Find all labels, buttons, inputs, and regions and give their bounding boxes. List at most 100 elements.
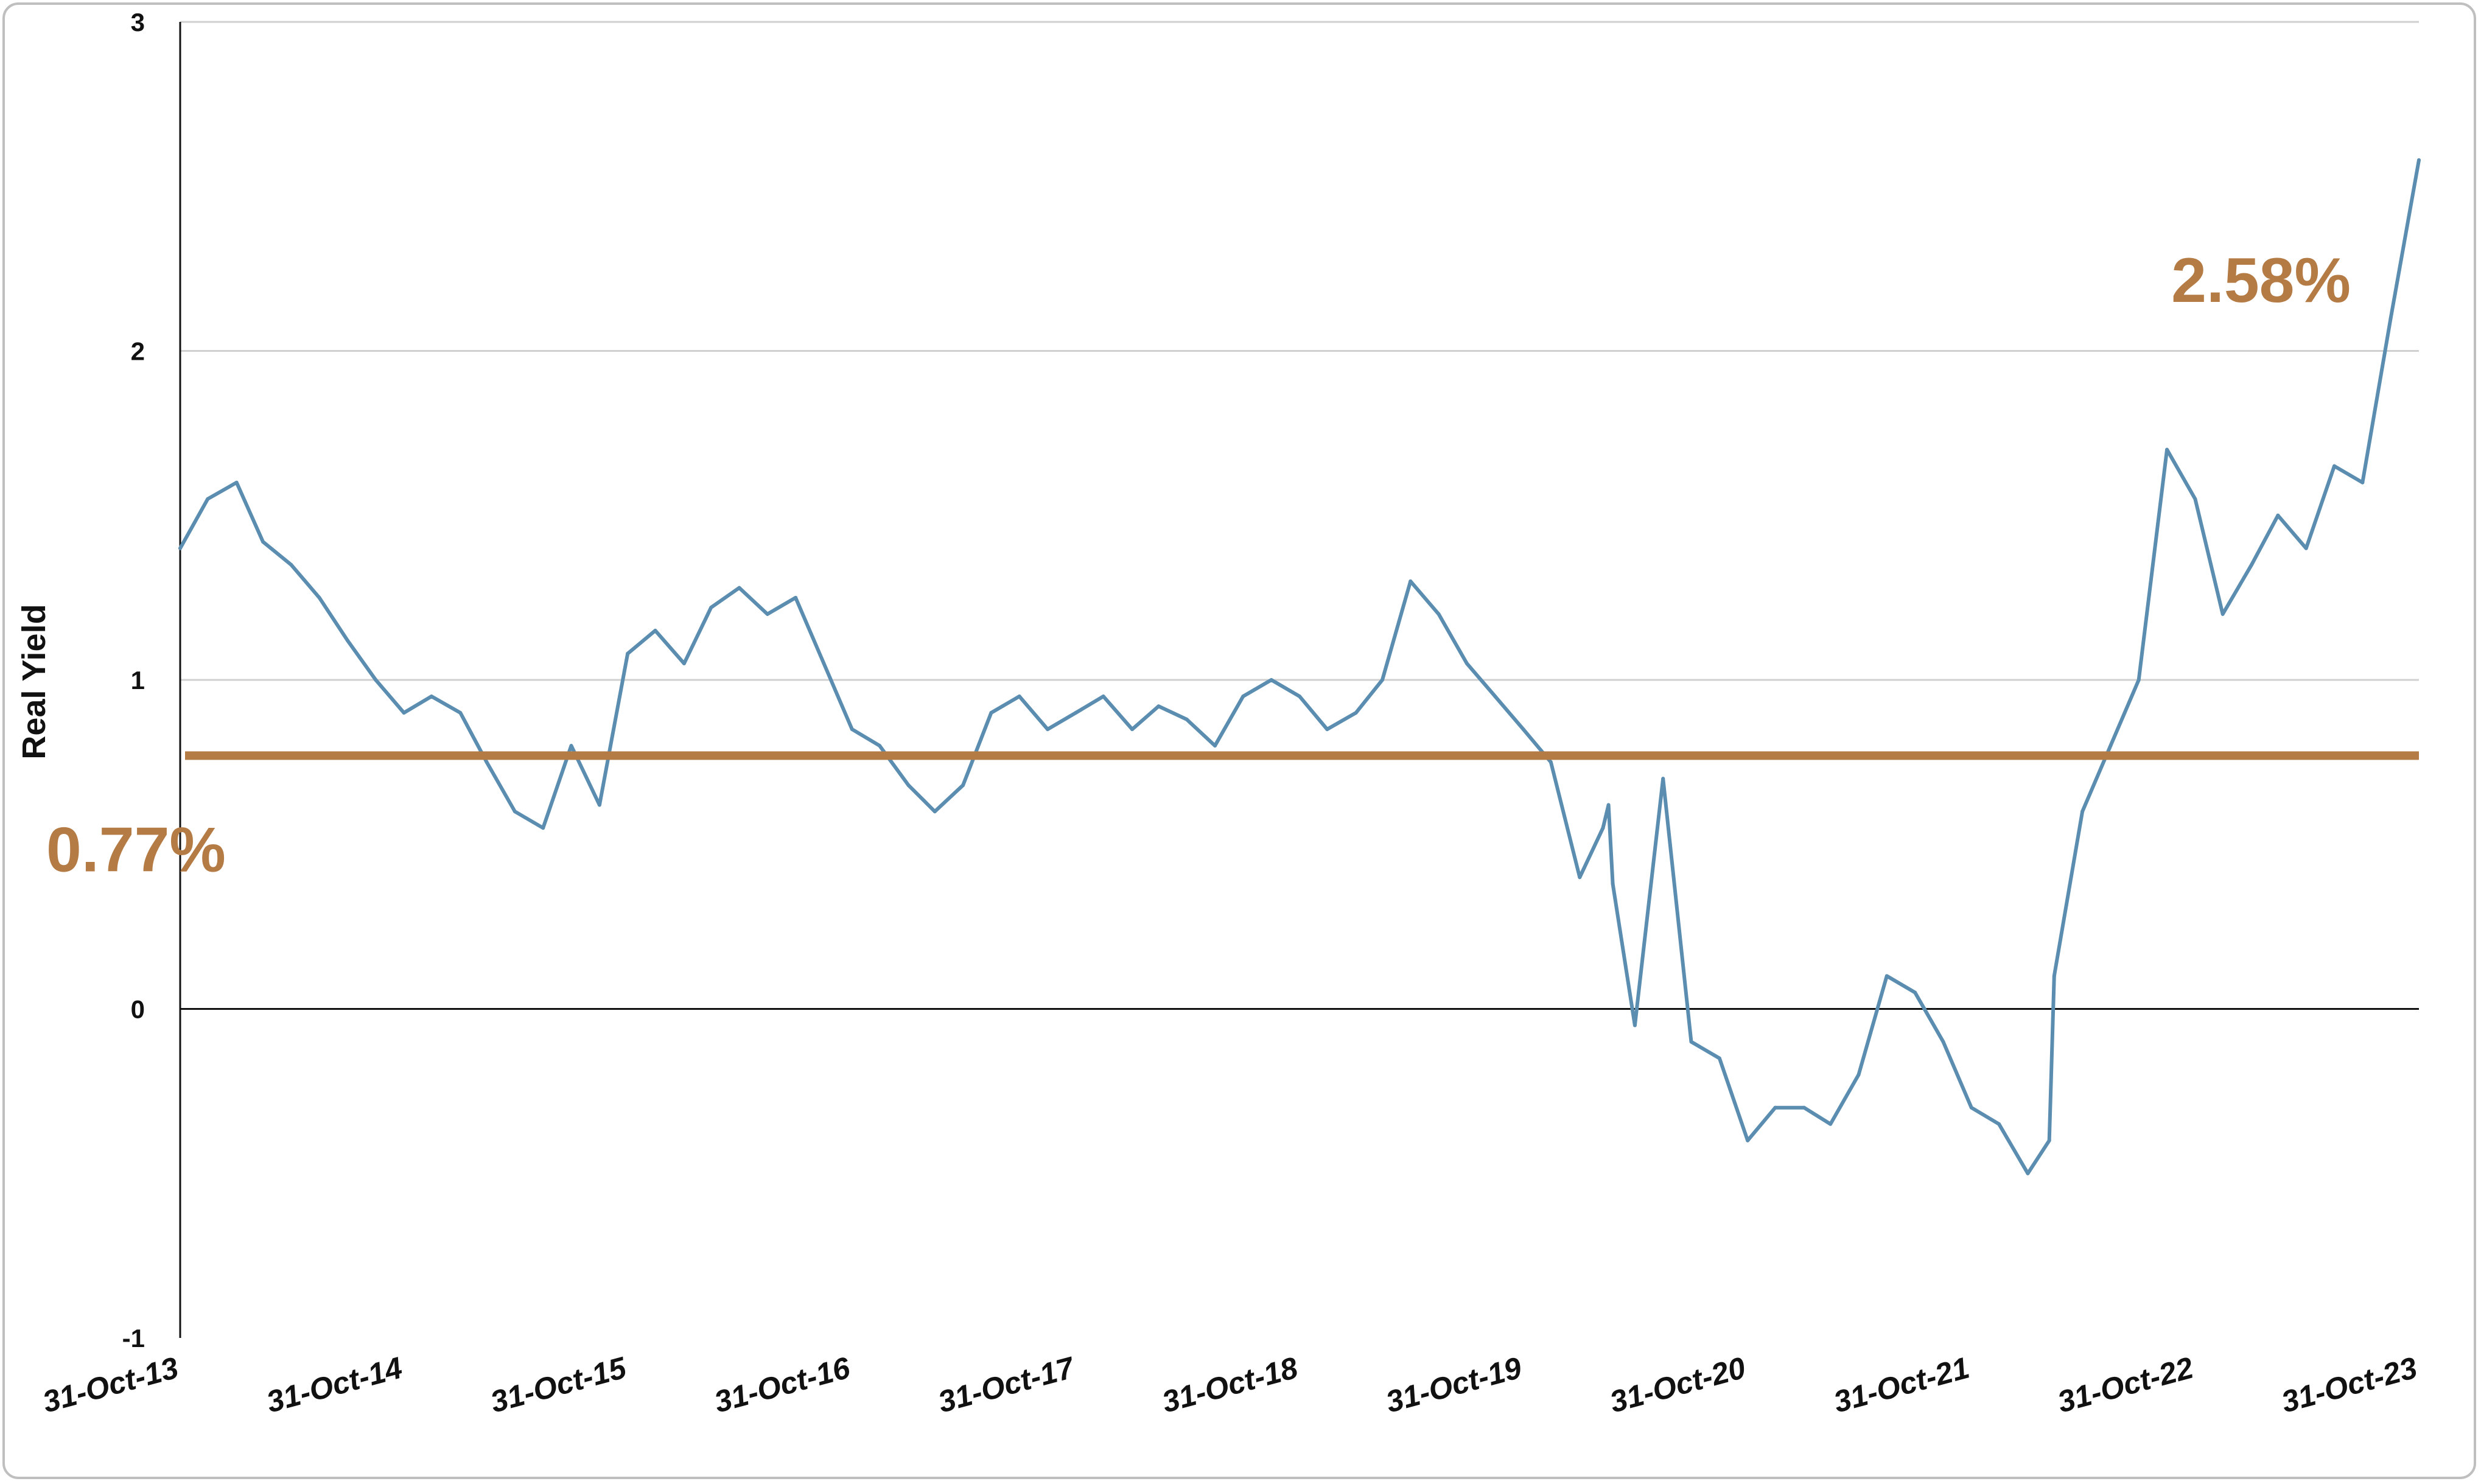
data-point-82 bbox=[2388, 316, 2393, 320]
data-point-41 bbox=[1325, 727, 1329, 732]
x-tick-label-9: 31-Oct-22 bbox=[2054, 1350, 2197, 1419]
data-point-13 bbox=[541, 826, 545, 830]
data-point-39 bbox=[1269, 678, 1273, 682]
data-point-58 bbox=[1746, 1138, 1750, 1143]
average-value-label: 0.77% bbox=[46, 814, 226, 885]
data-point-23 bbox=[822, 661, 826, 665]
latest-value-label: 2.58% bbox=[2171, 245, 2351, 316]
data-point-53 bbox=[1611, 882, 1615, 886]
y-tick-label-3: 2 bbox=[131, 337, 145, 366]
data-point-54 bbox=[1632, 1023, 1637, 1027]
real-yield-series-line bbox=[178, 158, 2421, 1175]
data-point-27 bbox=[933, 810, 937, 814]
data-point-47 bbox=[1493, 695, 1497, 699]
data-point-52 bbox=[1606, 803, 1611, 807]
data-point-61 bbox=[1828, 1122, 1833, 1126]
data-point-65 bbox=[1941, 1040, 1945, 1044]
data-point-62 bbox=[1856, 1073, 1861, 1077]
data-point-22 bbox=[794, 595, 798, 600]
data-point-67 bbox=[1997, 1122, 2001, 1126]
data-point-77 bbox=[2250, 562, 2254, 567]
data-point-74 bbox=[2165, 447, 2169, 452]
data-point-51 bbox=[1601, 826, 1605, 830]
data-point-75 bbox=[2193, 497, 2197, 501]
data-point-81 bbox=[2360, 480, 2365, 485]
y-tick-labels: -1 0 1 2 3 bbox=[122, 8, 145, 1353]
y-tick-label-0: -1 bbox=[122, 1324, 145, 1353]
data-point-49 bbox=[1548, 760, 1553, 765]
data-point-11 bbox=[485, 760, 489, 765]
data-point-73 bbox=[2136, 678, 2141, 682]
data-point-20 bbox=[737, 586, 741, 590]
data-point-44 bbox=[1408, 579, 1413, 583]
data-point-79 bbox=[2304, 546, 2308, 550]
data-point-5 bbox=[317, 595, 321, 600]
data-point-83 bbox=[2417, 158, 2421, 163]
data-point-68 bbox=[2026, 1171, 2030, 1175]
data-point-33 bbox=[1101, 695, 1105, 699]
data-point-66 bbox=[1969, 1105, 1973, 1110]
data-point-30 bbox=[1017, 695, 1021, 699]
data-point-34 bbox=[1130, 727, 1135, 732]
x-tick-label-1: 31-Oct-14 bbox=[263, 1351, 406, 1419]
data-point-1 bbox=[206, 497, 210, 501]
series bbox=[178, 158, 2421, 1175]
data-point-14 bbox=[569, 744, 573, 748]
gridlines bbox=[180, 21, 2419, 681]
x-tick-label-3: 31-Oct-16 bbox=[711, 1350, 855, 1419]
annotations: 0.77% 2.58% bbox=[46, 245, 2351, 885]
data-point-3 bbox=[261, 539, 265, 544]
data-point-25 bbox=[878, 744, 882, 748]
data-point-48 bbox=[1521, 727, 1525, 732]
data-point-9 bbox=[429, 695, 433, 699]
data-point-16 bbox=[626, 651, 630, 656]
y-tick-label-2: 1 bbox=[131, 666, 145, 695]
data-point-80 bbox=[2332, 464, 2337, 468]
data-point-4 bbox=[289, 562, 293, 567]
data-point-21 bbox=[765, 612, 769, 616]
data-point-71 bbox=[2080, 810, 2085, 814]
data-point-43 bbox=[1380, 678, 1384, 682]
x-tick-label-10: 31-Oct-23 bbox=[2278, 1350, 2421, 1419]
data-point-59 bbox=[1773, 1105, 1777, 1110]
data-point-31 bbox=[1046, 727, 1050, 732]
x-tick-label-0: 31-Oct-13 bbox=[39, 1350, 182, 1419]
data-point-19 bbox=[709, 606, 713, 610]
data-point-60 bbox=[1802, 1105, 1806, 1110]
data-point-32 bbox=[1074, 711, 1078, 715]
data-point-56 bbox=[1689, 1040, 1693, 1044]
data-point-78 bbox=[2276, 513, 2280, 517]
data-point-36 bbox=[1185, 717, 1189, 721]
y-tick-label-4: 3 bbox=[131, 8, 145, 37]
data-point-17 bbox=[653, 628, 657, 632]
data-point-2 bbox=[234, 480, 239, 485]
data-point-70 bbox=[2052, 974, 2056, 978]
x-tick-label-6: 31-Oct-19 bbox=[1382, 1350, 1525, 1419]
data-point-7 bbox=[374, 678, 378, 682]
data-point-28 bbox=[961, 783, 965, 787]
data-point-46 bbox=[1464, 661, 1469, 665]
data-point-8 bbox=[402, 711, 406, 715]
y-axis-label: Real Yield bbox=[16, 604, 52, 759]
x-tick-label-5: 31-Oct-18 bbox=[1158, 1350, 1301, 1419]
axes bbox=[179, 22, 2419, 1338]
data-point-55 bbox=[1661, 777, 1665, 781]
data-point-57 bbox=[1717, 1056, 1721, 1060]
data-point-35 bbox=[1157, 704, 1161, 709]
data-point-12 bbox=[513, 810, 517, 814]
data-point-76 bbox=[2220, 612, 2225, 616]
x-tick-label-2: 31-Oct-15 bbox=[487, 1350, 631, 1419]
data-point-69 bbox=[2047, 1138, 2051, 1143]
y-tick-label-1: 0 bbox=[131, 995, 145, 1024]
data-point-6 bbox=[345, 639, 349, 643]
data-point-50 bbox=[1578, 875, 1582, 880]
data-point-0 bbox=[178, 546, 182, 550]
x-tick-label-4: 31-Oct-17 bbox=[934, 1350, 1079, 1419]
data-point-24 bbox=[850, 727, 854, 732]
data-point-18 bbox=[682, 661, 686, 665]
data-point-63 bbox=[1884, 974, 1889, 978]
data-point-26 bbox=[906, 783, 911, 787]
x-tick-labels: 31-Oct-13 31-Oct-14 31-Oct-15 31-Oct-16 31-O… bbox=[39, 1350, 2421, 1419]
